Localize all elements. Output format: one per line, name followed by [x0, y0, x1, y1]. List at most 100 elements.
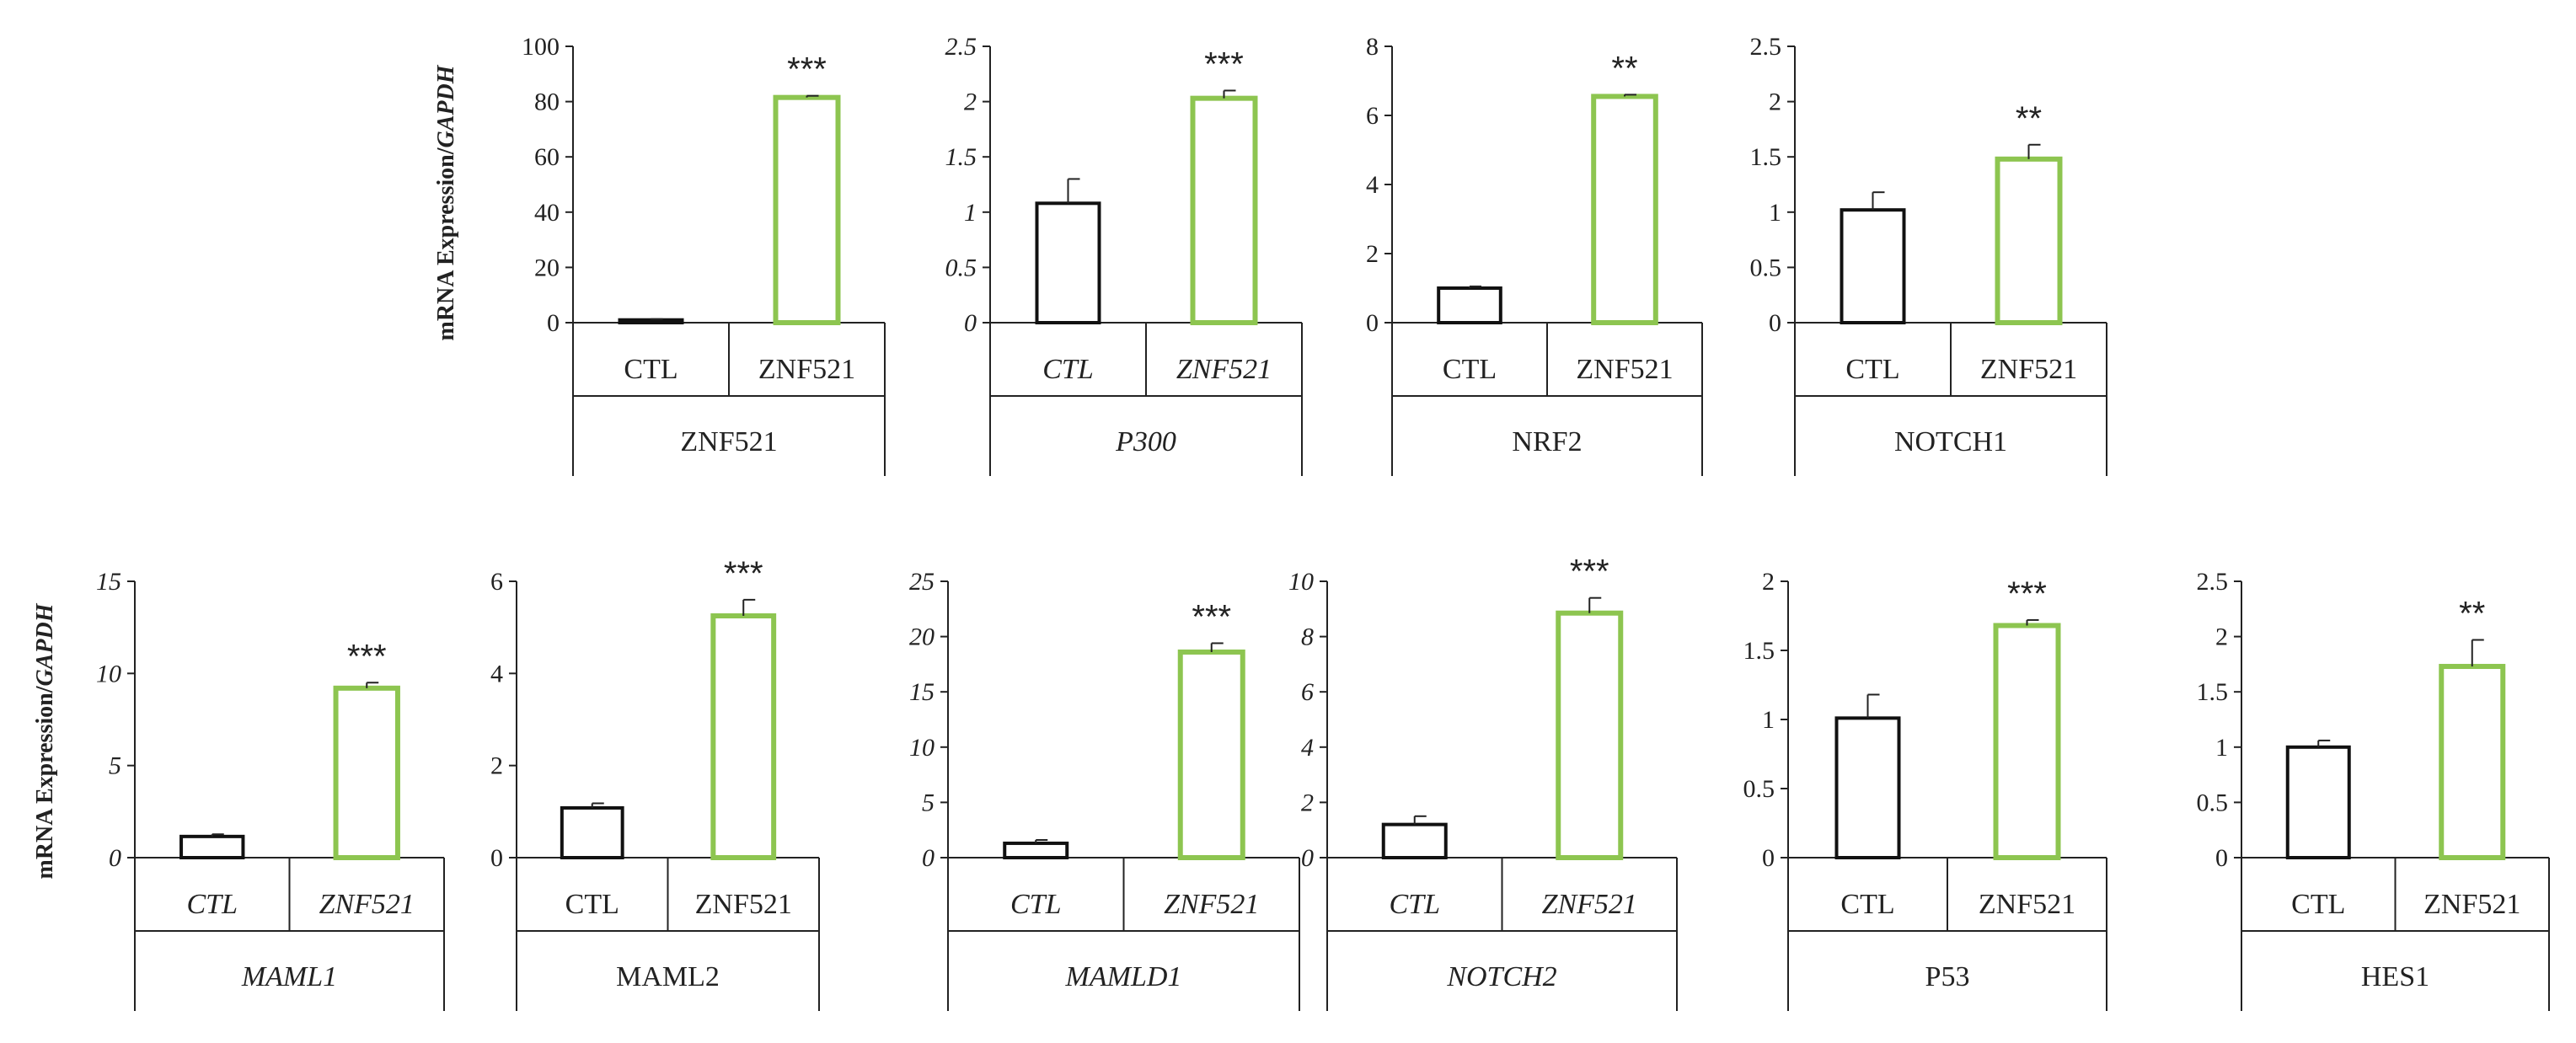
category-label: ZNF521 [319, 889, 415, 920]
bar-znf521 [1556, 610, 1624, 860]
y-tick-label: 0 [964, 309, 977, 337]
chart-panel-maml1: 0 5 10 15 CTL ZNF521 MAML1 *** [96, 568, 445, 1011]
chart-title: MAML2 [616, 961, 720, 992]
y-tick-label: 20 [534, 254, 560, 281]
category-label: CTL [2291, 889, 2345, 920]
significance-marker: ** [2016, 100, 2042, 137]
y-tick-label: 8 [1366, 33, 1379, 61]
y-tick-label: 2.5 [945, 33, 977, 61]
significance-marker: *** [1204, 45, 1244, 83]
chart-title: NRF2 [1512, 426, 1582, 457]
category-label: ZNF521 [1176, 354, 1272, 385]
y-tick-label: 2 [1301, 789, 1314, 816]
y-tick-label: 1 [964, 199, 977, 227]
y-tick-label: 0 [922, 844, 935, 872]
y-tick-label: 60 [534, 143, 560, 171]
chart-panel-znf521: 0 20 40 60 80 100 CTL ZNF521 ZNF521 *** [522, 33, 886, 476]
y-tick-label: 4 [1366, 171, 1379, 199]
y-tick-label: 6 [490, 568, 503, 596]
y-tick-label: 5 [109, 752, 121, 780]
category-label: CTL [565, 889, 619, 920]
y-tick-label: 2 [1366, 240, 1379, 268]
y-tick-label: 4 [1301, 734, 1314, 762]
category-label: CTL [1443, 354, 1497, 385]
y-tick-label: 10 [1288, 568, 1314, 596]
bar-ctl [1437, 286, 1502, 324]
y-tick-label: 2 [964, 88, 977, 116]
y-tick-label: 4 [490, 660, 503, 687]
category-label: CTL [1010, 889, 1062, 920]
y-tick-label: 1.5 [945, 143, 977, 171]
chart-title: NOTCH1 [1894, 426, 2007, 457]
y-tick-label: 100 [522, 33, 560, 61]
y-tick-label: 1.5 [1750, 143, 1782, 171]
category-label: CTL [1042, 354, 1094, 385]
category-label: CTL [1845, 354, 1899, 385]
chart-panel-mamld1: 0 5 10 15 20 25 CTL ZNF521 MAMLD1 *** [909, 568, 1300, 1011]
y-tick-label: 0.5 [1743, 775, 1775, 803]
category-label: CTL [1390, 889, 1441, 920]
category-label: CTL [624, 354, 677, 385]
bar-znf521 [710, 613, 777, 860]
bar-znf521 [1591, 94, 1658, 325]
y-tick-label: 40 [534, 199, 560, 227]
y-tick-label: 20 [909, 623, 935, 651]
bar-znf521 [2439, 664, 2506, 860]
y-tick-label: 15 [909, 678, 935, 706]
chart-panel-notch2: 0 2 4 6 8 10 CTL ZNF521 NOTCH2 *** [1288, 554, 1678, 1011]
y-tick-label: 80 [534, 88, 560, 116]
significance-marker: ** [2459, 596, 2485, 633]
chart-panel-hes1: 0 0.5 1 1.5 2 2.5 CTL ZNF521 HES1 ** [2197, 568, 2550, 1011]
bar-ctl [179, 834, 245, 859]
bar-znf521 [1995, 156, 2063, 325]
y-tick-label: 2 [1762, 568, 1775, 596]
significance-marker: *** [787, 51, 827, 88]
y-tick-label: 0 [1366, 309, 1379, 337]
y-tick-label: 0 [1301, 844, 1314, 872]
chart-title: ZNF521 [680, 426, 777, 457]
bar-ctl [1834, 716, 1901, 859]
chart-title: HES1 [2361, 961, 2429, 992]
y-tick-label: 5 [922, 789, 935, 816]
y-tick-label: 15 [96, 568, 121, 596]
chart-title: MAML1 [241, 961, 337, 992]
y-tick-label: 0 [490, 844, 503, 872]
y-tick-label: 10 [96, 660, 121, 687]
y-tick-label: 2 [490, 752, 503, 780]
bar-ctl [1035, 201, 1101, 324]
y-tick-label: 1.5 [2197, 678, 2229, 706]
y-tick-label: 0 [2215, 844, 2228, 872]
category-label: ZNF521 [758, 354, 855, 385]
y-tick-label: 1 [1769, 199, 1781, 227]
y-tick-label: 0.5 [2197, 789, 2229, 816]
significance-marker: *** [2007, 575, 2047, 612]
significance-marker: *** [1192, 598, 1231, 635]
category-label: CTL [1840, 889, 1894, 920]
significance-marker: ** [1611, 50, 1637, 87]
y-tick-label: 2 [2215, 623, 2228, 651]
y-tick-label: 0.5 [945, 254, 977, 281]
significance-marker: *** [1570, 554, 1609, 591]
chart-title: P300 [1115, 426, 1176, 457]
category-label: CTL [187, 889, 238, 920]
bar-znf521 [1190, 95, 1258, 325]
y-tick-label: 1 [2215, 734, 2228, 762]
chart-panel-nrf2: 0 2 4 6 8 CTL ZNF521 NRF2 ** [1366, 33, 1703, 476]
y-tick-label: 10 [909, 734, 935, 762]
chart-title: NOTCH2 [1446, 961, 1556, 992]
chart-panel-p53: 0 0.5 1 1.5 2 CTL ZNF521 P53 *** [1743, 568, 2107, 1011]
chart-panel-notch1: 0 0.5 1 1.5 2 2.5 CTL ZNF521 NOTCH1 ** [1750, 33, 2107, 476]
y-tick-label: 8 [1301, 623, 1314, 651]
bar-znf521 [1177, 649, 1245, 861]
y-tick-label: 6 [1366, 102, 1379, 130]
y-tick-label: 25 [909, 568, 935, 596]
y-tick-label: 6 [1301, 678, 1314, 706]
chart-title: P53 [1925, 961, 1970, 992]
chart-panel-p300: 0 0.5 1 1.5 2 2.5 CTL ZNF521 P300 *** [945, 33, 1303, 476]
y-axis-label-top: mRNA Expression/GAPDH [433, 64, 459, 340]
y-tick-label: 2.5 [2197, 568, 2229, 596]
category-label: ZNF521 [1576, 354, 1673, 385]
y-tick-label: 1 [1762, 706, 1775, 734]
chart-title: MAMLD1 [1065, 961, 1182, 992]
